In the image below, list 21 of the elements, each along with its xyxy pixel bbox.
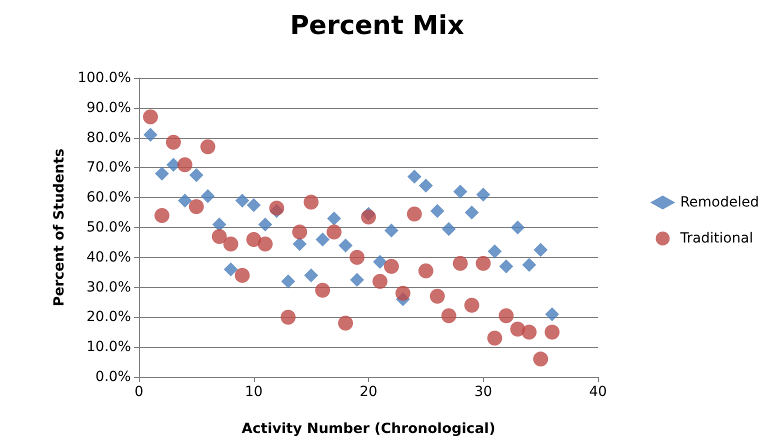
y-tick-label: 100.0% — [78, 70, 131, 86]
x-tick-label: 30 — [474, 384, 492, 400]
y-tick-label: 80.0% — [86, 130, 131, 146]
x-tick-label: 20 — [360, 384, 378, 400]
y-axis-title: Percent of Students — [52, 148, 68, 306]
y-tick-label: 50.0% — [86, 220, 131, 236]
y-tick-label: 40.0% — [86, 249, 131, 266]
y-tick-label: 20.0% — [86, 309, 131, 326]
legend-label: Remodeled — [680, 194, 760, 210]
x-tick-label: 0 — [134, 384, 144, 400]
y-tick-label: 10.0% — [86, 339, 131, 356]
chart-title: Percent Mix — [290, 11, 464, 41]
y-tick-label: 30.0% — [86, 279, 131, 296]
y-tick-label: 60.0% — [86, 190, 131, 206]
legend-label: Traditional — [679, 230, 754, 246]
y-tick-label: 70.0% — [86, 160, 131, 176]
x-tick-label: 10 — [244, 384, 263, 400]
y-tick-label: 90.0% — [86, 100, 131, 116]
x-tick-label: 40 — [589, 384, 607, 400]
y-tick-label: 0.0% — [95, 369, 131, 385]
x-axis-title: Activity Number (Chronological) — [242, 421, 496, 437]
